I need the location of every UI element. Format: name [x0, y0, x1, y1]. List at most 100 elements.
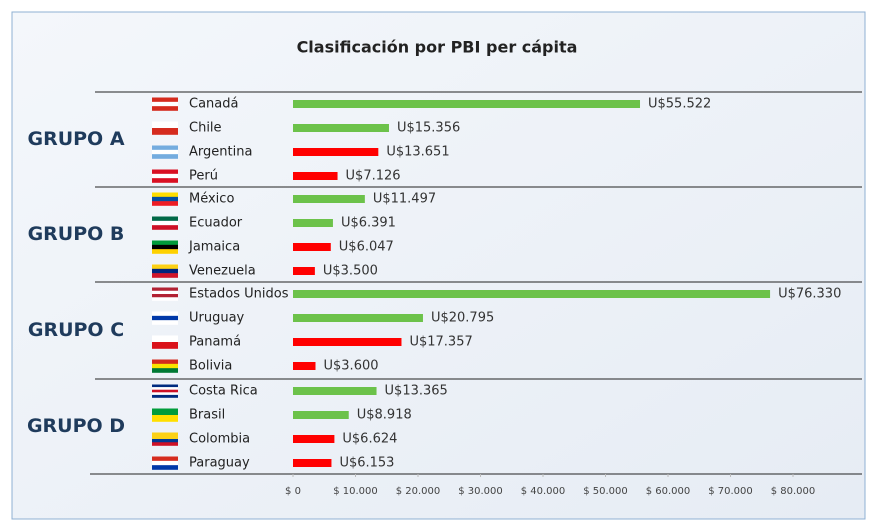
x-tick-label: $ 80.000 — [771, 486, 816, 497]
flag — [152, 368, 178, 373]
value-label: U$13.365 — [385, 384, 448, 399]
category-label: Perú — [189, 169, 218, 184]
x-tick-label: $ 70.000 — [708, 486, 753, 497]
value-label: U$76.330 — [778, 287, 841, 302]
bar — [293, 435, 335, 443]
flag — [152, 178, 178, 183]
flag — [152, 311, 178, 317]
bar — [293, 267, 315, 275]
x-tick-label: $ 20.000 — [396, 486, 441, 497]
value-label: U$15.356 — [397, 121, 460, 136]
value-label: U$11.497 — [373, 192, 436, 207]
flag — [152, 335, 178, 343]
bar — [293, 387, 377, 395]
flag — [152, 363, 178, 369]
flag — [152, 387, 178, 390]
flag — [152, 456, 178, 462]
flag — [152, 394, 178, 398]
category-label: Ecuador — [189, 216, 243, 231]
category-label: Panamá — [189, 335, 241, 350]
x-tick-label: $ 60.000 — [646, 486, 691, 497]
x-tick-label: $ 0 — [285, 486, 301, 497]
flag — [152, 392, 178, 396]
bar — [293, 459, 332, 467]
flag — [152, 149, 178, 155]
flag — [152, 128, 178, 135]
flag — [152, 121, 178, 129]
flag — [152, 196, 178, 202]
flag — [152, 297, 178, 301]
x-tick-label: $ 40.000 — [521, 486, 566, 497]
bar — [293, 362, 316, 370]
bar — [293, 219, 333, 227]
flag — [152, 249, 178, 254]
category-label: Jamaica — [188, 240, 240, 255]
flag — [152, 315, 178, 321]
flag — [152, 287, 178, 292]
flag — [152, 145, 178, 151]
flag — [152, 460, 178, 466]
bar — [293, 243, 331, 251]
bar — [293, 195, 365, 203]
flag — [152, 290, 178, 295]
value-label: U$6.047 — [339, 240, 394, 255]
flag — [152, 435, 178, 440]
category-label: Estados Unidos — [189, 287, 289, 302]
flag — [152, 201, 178, 206]
bar — [293, 100, 641, 108]
flag — [152, 244, 178, 250]
flag — [152, 442, 178, 446]
value-label: U$20.795 — [431, 311, 494, 326]
value-label: U$6.153 — [339, 456, 394, 471]
category-label: Venezuela — [189, 264, 256, 279]
flag — [152, 432, 178, 437]
category-label: Argentina — [189, 145, 252, 160]
flag — [152, 384, 178, 388]
flag — [152, 173, 178, 179]
value-label: U$55.522 — [648, 97, 711, 112]
flag — [152, 220, 178, 226]
group-label: GRUPO B — [28, 223, 125, 245]
value-label: U$17.357 — [409, 335, 472, 350]
flag — [152, 268, 178, 274]
group-label: GRUPO C — [28, 319, 124, 341]
value-label: U$13.651 — [386, 145, 449, 160]
category-label: Canadá — [189, 97, 238, 112]
bar — [293, 338, 402, 346]
x-tick-label: $ 10.000 — [333, 486, 378, 497]
flag — [152, 415, 178, 422]
bar — [293, 290, 771, 298]
bar — [293, 124, 389, 132]
category-label: Bolivia — [189, 359, 232, 374]
x-tick-label: $ 50.000 — [583, 486, 628, 497]
flag — [152, 97, 178, 103]
value-label: U$3.600 — [324, 359, 379, 374]
bar — [293, 314, 423, 322]
value-label: U$8.918 — [357, 408, 412, 423]
flag — [152, 408, 178, 416]
bar — [293, 172, 338, 180]
flag — [152, 225, 178, 230]
flag — [152, 320, 178, 325]
flag — [152, 439, 178, 443]
value-label: U$3.500 — [323, 264, 378, 279]
flag — [152, 192, 178, 198]
value-label: U$7.126 — [346, 169, 401, 184]
flag — [152, 101, 178, 107]
flag — [152, 294, 178, 298]
x-tick-label: $ 30.000 — [458, 486, 503, 497]
category-label: Brasil — [189, 408, 225, 423]
group-label: GRUPO A — [27, 128, 124, 150]
flag — [152, 240, 178, 246]
category-label: Uruguay — [189, 311, 245, 326]
flag — [152, 264, 178, 270]
value-label: U$6.624 — [342, 432, 397, 447]
bar — [293, 411, 349, 419]
flag — [152, 154, 178, 159]
flag — [152, 342, 178, 349]
category-label: Chile — [189, 121, 222, 136]
category-label: Costa Rica — [189, 384, 258, 399]
value-label: U$6.391 — [341, 216, 396, 231]
category-label: Colombia — [189, 432, 250, 447]
